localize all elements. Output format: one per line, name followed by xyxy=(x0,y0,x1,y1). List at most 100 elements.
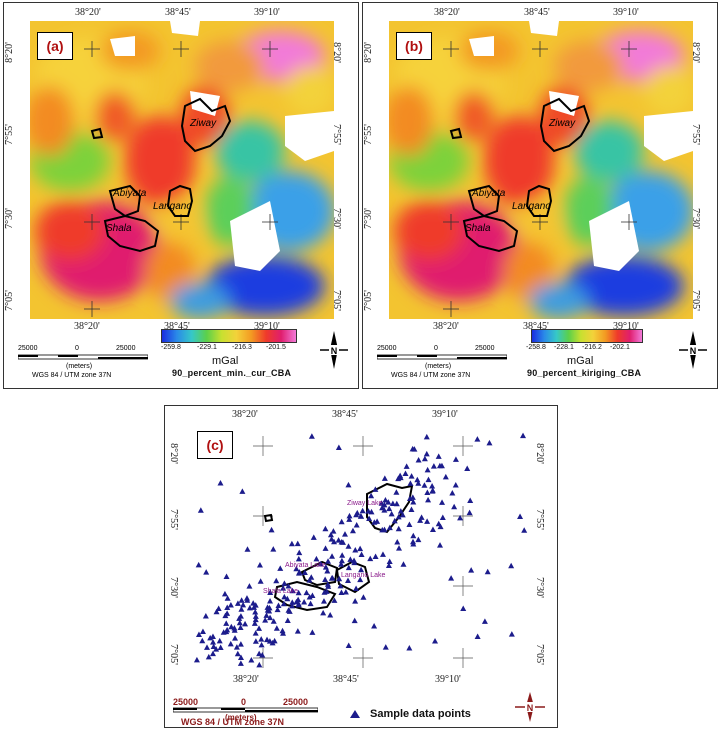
sample-point-icon xyxy=(284,617,291,624)
sample-point-icon xyxy=(421,455,428,462)
sample-point-icon xyxy=(437,523,444,530)
sample-point-icon xyxy=(237,624,244,630)
sample-point-icon xyxy=(233,644,240,650)
sample-point-icon xyxy=(429,526,436,532)
sample-point-icon xyxy=(256,625,263,631)
sample-point-icon xyxy=(367,555,374,562)
sample-point-icon xyxy=(353,521,360,528)
sample-point-icon xyxy=(242,620,249,627)
left-tick-1: 8°20' xyxy=(3,42,15,63)
sample-point-icon xyxy=(345,564,352,571)
sample-point-icon xyxy=(425,476,432,483)
panel-b: 38°20' 38°45' 39°10' 8°20' 7°55' 7°30' 7… xyxy=(362,2,718,389)
sample-point-icon xyxy=(425,496,432,503)
sample-point-icon xyxy=(203,569,210,575)
sample-point-icon xyxy=(406,645,413,651)
sample-point-icon xyxy=(231,627,238,633)
lake-label-ziway: Ziway Lake xyxy=(347,500,383,507)
sample-point-icon xyxy=(266,638,273,644)
sample-point-icon xyxy=(393,500,400,507)
sample-point-icon xyxy=(402,470,409,477)
crs-label: WGS 84 / UTM zone 37N xyxy=(32,372,112,379)
sample-point-icon xyxy=(220,629,227,635)
lake-label-langano: Langano xyxy=(153,201,192,212)
sample-point-icon xyxy=(352,598,359,604)
sample-point-icon xyxy=(451,503,458,510)
colorbar xyxy=(531,329,643,343)
sample-point-icon xyxy=(221,590,228,597)
sample-point-icon xyxy=(352,547,359,553)
sample-point-icon xyxy=(520,432,527,439)
sample-point-icon xyxy=(262,617,269,623)
sample-point-icon xyxy=(397,508,404,514)
scale-bar xyxy=(377,354,507,360)
left-tick-4: 7°05' xyxy=(3,290,15,311)
sample-point-icon xyxy=(227,601,234,608)
bottom-tick-3: 39°10' xyxy=(613,321,639,332)
sample-point-icon xyxy=(244,546,251,552)
sample-point-icon xyxy=(439,514,446,521)
sample-point-icon xyxy=(395,475,402,482)
sample-point-icon xyxy=(309,629,316,635)
left-tick-1: 8°20' xyxy=(362,42,374,63)
sample-point-icon xyxy=(357,576,364,583)
sample-point-icon xyxy=(280,585,287,591)
sample-point-icon xyxy=(345,481,352,488)
sample-point-icon xyxy=(267,598,274,604)
north-label: N xyxy=(527,703,534,713)
sample-point-icon xyxy=(418,514,425,520)
sample-point-icon xyxy=(379,504,386,511)
sample-point-icon xyxy=(285,582,292,589)
top-tick-1: 38°20' xyxy=(434,7,460,18)
scale-left: 25000 xyxy=(173,697,199,707)
sample-point-icon xyxy=(410,538,417,545)
cb-tick-1: -259.8 xyxy=(161,344,181,351)
sample-point-icon xyxy=(273,625,280,631)
bottom-tick-2: 38°45' xyxy=(164,321,190,332)
sample-point-icon xyxy=(294,540,301,547)
sample-point-icon xyxy=(216,637,223,644)
scale-unit: (meters) xyxy=(425,363,452,370)
sample-point-icon xyxy=(210,639,217,645)
sample-point-icon xyxy=(280,600,287,607)
sample-point-icon xyxy=(213,608,220,615)
sample-point-icon xyxy=(417,517,424,523)
scale-unit: (meters) xyxy=(225,713,257,722)
sample-point-icon xyxy=(409,494,416,500)
sample-point-icon xyxy=(322,525,329,532)
sample-point-icon xyxy=(251,620,258,626)
sample-point-icon xyxy=(320,609,327,616)
sample-point-icon xyxy=(396,545,403,551)
sample-point-icon xyxy=(395,525,402,532)
top-tick-3: 39°10' xyxy=(613,7,639,18)
sample-point-icon xyxy=(411,446,418,452)
sample-point-icon xyxy=(329,553,336,559)
sample-point-icon xyxy=(452,482,459,488)
sample-point-icon xyxy=(224,595,231,601)
sample-point-icon xyxy=(295,596,302,603)
sample-point-icon xyxy=(281,580,288,586)
sample-point-icon xyxy=(339,552,346,558)
scale-right: 25000 xyxy=(475,345,495,352)
sample-point-icon xyxy=(357,545,364,552)
sample-point-icon xyxy=(301,569,308,575)
sample-point-icon xyxy=(275,602,282,609)
gravity-map-a xyxy=(30,21,334,319)
sample-point-icon xyxy=(358,551,365,558)
scale-mid: 0 xyxy=(241,697,247,707)
cb-tick-2: -229.1 xyxy=(197,344,217,351)
sample-point-icon xyxy=(308,433,315,439)
sample-point-icon xyxy=(424,489,431,495)
sample-point-icon xyxy=(474,633,481,639)
sample-point-icon xyxy=(207,634,214,641)
sample-point-icon xyxy=(325,558,332,564)
north-arrow-icon: N xyxy=(679,331,707,369)
left-tick-2: 7°55' xyxy=(3,124,15,145)
cb-tick-4: -202.1 xyxy=(610,344,630,351)
left-tick-1: 8°20' xyxy=(167,443,179,464)
sample-point-icon xyxy=(415,457,422,463)
sample-point-icon xyxy=(327,531,334,538)
sample-point-icon xyxy=(258,641,265,648)
sample-point-icon xyxy=(199,637,206,644)
sample-point-icon xyxy=(195,561,202,568)
